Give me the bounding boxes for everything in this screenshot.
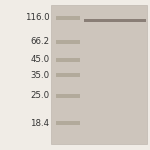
Text: 18.4: 18.4: [30, 118, 50, 127]
FancyBboxPatch shape: [51, 4, 147, 144]
Text: 116.0: 116.0: [25, 14, 50, 22]
FancyBboxPatch shape: [56, 16, 80, 20]
Text: 25.0: 25.0: [30, 92, 50, 100]
FancyBboxPatch shape: [56, 40, 80, 44]
FancyBboxPatch shape: [56, 121, 80, 125]
FancyBboxPatch shape: [56, 58, 80, 62]
FancyBboxPatch shape: [56, 94, 80, 98]
FancyBboxPatch shape: [84, 19, 146, 22]
Text: 66.2: 66.2: [30, 38, 50, 46]
Text: 35.0: 35.0: [30, 70, 50, 80]
FancyBboxPatch shape: [56, 73, 80, 77]
Text: 45.0: 45.0: [30, 56, 50, 64]
